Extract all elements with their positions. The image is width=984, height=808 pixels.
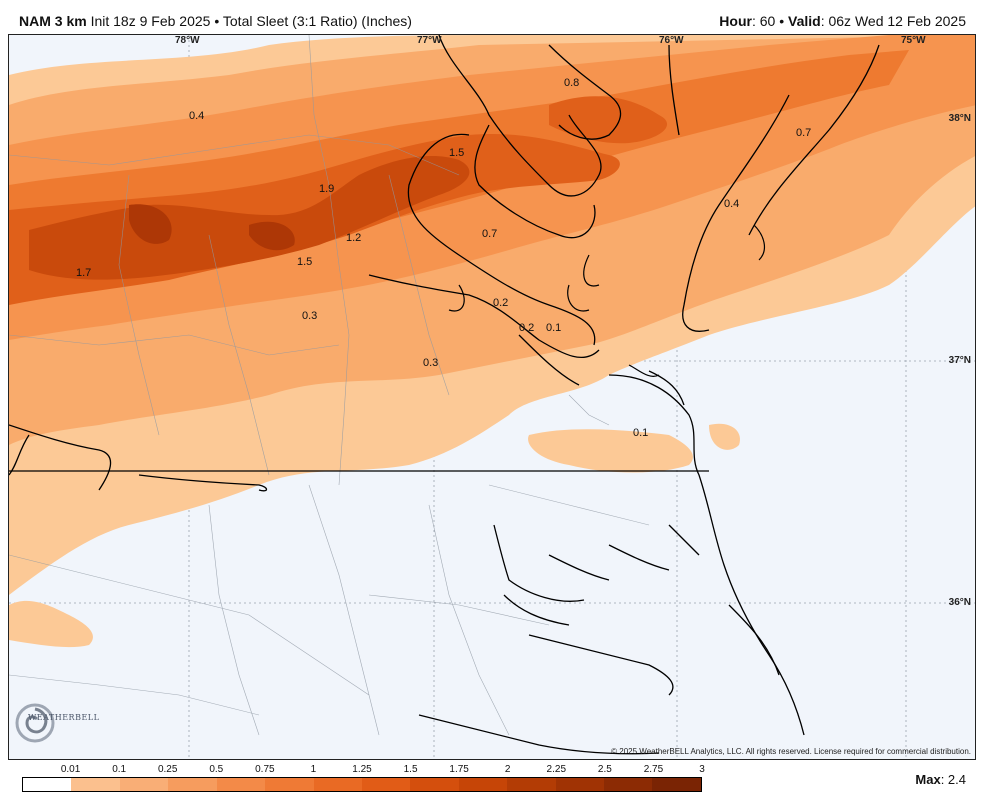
contour-label: 0.1 xyxy=(633,427,649,439)
lat-label-37: 37°N xyxy=(948,355,971,366)
county-lines xyxy=(9,35,650,736)
contour-label: 1.7 xyxy=(76,267,92,279)
lat-label-36: 36°N xyxy=(948,597,971,608)
inner-bay-islands xyxy=(448,224,766,377)
legend-tick-label: 2.75 xyxy=(643,764,664,775)
coastline xyxy=(9,35,880,755)
legend-tick-label: 0.75 xyxy=(255,764,275,775)
contour-label: 1.5 xyxy=(297,256,313,268)
legend-tick-label: 2.25 xyxy=(546,764,567,775)
legend-tick-label: 0.5 xyxy=(209,764,224,775)
legend-swatch xyxy=(507,778,556,791)
legend-tick-label: 0.01 xyxy=(60,764,81,775)
contour-label: 0.2 xyxy=(519,322,535,334)
contour-label: 0.1 xyxy=(546,322,562,334)
legend-tick-label: 1.25 xyxy=(352,764,372,775)
max-number: : 2.4 xyxy=(940,772,966,787)
color-legend: 0.01 0.1 0.25 0.5 0.75 1 1.25 1.5 1.75 2 2.25 2.5 2.… xyxy=(22,764,705,794)
valid-label: Valid xyxy=(788,13,821,29)
hour-value: : 60 xyxy=(751,13,776,29)
legend-swatch xyxy=(23,778,72,791)
lon-label-77: 77°W xyxy=(417,35,442,46)
bullet-separator-2: • xyxy=(779,13,785,29)
legend-tick-label: 2 xyxy=(504,764,511,775)
legend-tick-label: 2.5 xyxy=(597,764,612,775)
map-panel: 78°W 77°W 76°W 75°W 38°N 37°N 36°N 0.4 0… xyxy=(8,34,976,760)
contour-label: 0.7 xyxy=(482,228,498,240)
legend-bar xyxy=(22,777,702,792)
legend-swatch xyxy=(71,778,120,791)
product-name: Total Sleet (3:1 Ratio) (Inches) xyxy=(222,13,412,29)
bullet-separator: • xyxy=(214,13,220,29)
legend-swatch xyxy=(652,778,701,791)
header-title: NAM 3 km Init 18z 9 Feb 2025 • Total Sle… xyxy=(19,13,412,29)
legend-tick-label: 0.25 xyxy=(157,764,178,775)
legend-tick-label: 1 xyxy=(310,764,317,775)
lon-label-76: 76°W xyxy=(659,35,684,46)
legend-swatch xyxy=(410,778,459,791)
logo-text: WEATHERBELL xyxy=(28,713,100,722)
contour-label: 0.3 xyxy=(423,357,439,369)
legend-tick-label: 3 xyxy=(699,764,705,775)
legend-swatch xyxy=(168,778,217,791)
contour-label: 0.4 xyxy=(724,198,740,210)
contour-label: 0.8 xyxy=(564,77,580,89)
legend-swatch xyxy=(265,778,314,791)
legend-tick-label: 1.75 xyxy=(449,764,469,775)
legend-swatch xyxy=(458,778,508,791)
sleet-map xyxy=(9,35,975,759)
contour-label: 0.2 xyxy=(493,297,509,309)
legend-tick-label: 1.5 xyxy=(403,764,418,775)
weatherbell-logo: WEATHERBELL xyxy=(13,701,99,745)
contour-label: 1.5 xyxy=(449,147,465,159)
model-name: NAM 3 km xyxy=(19,13,87,29)
copyright-text: © 2025 WeatherBELL Analytics, LLC. All r… xyxy=(611,747,971,756)
contour-label: 1.2 xyxy=(346,232,362,244)
legend-swatch xyxy=(361,778,411,791)
max-value: Max: 2.4 xyxy=(915,772,966,787)
header-bar: NAM 3 km Init 18z 9 Feb 2025 • Total Sle… xyxy=(0,0,984,34)
hour-label: Hour xyxy=(719,13,752,29)
lon-label-78: 78°W xyxy=(175,35,200,46)
init-time: Init 18z 9 Feb 2025 xyxy=(90,13,211,29)
legend-tick-label: 0.1 xyxy=(112,764,127,775)
contour-label: 0.7 xyxy=(796,127,812,139)
header-valid: Hour: 60 • Valid: 06z Wed 12 Feb 2025 xyxy=(719,13,966,29)
lat-label-38: 38°N xyxy=(948,113,971,124)
legend-swatch xyxy=(604,778,653,791)
lon-label-75: 75°W xyxy=(901,35,926,46)
legend-swatch xyxy=(119,778,169,791)
legend-swatch xyxy=(313,778,362,791)
legend-swatch xyxy=(216,778,266,791)
contour-label: 0.4 xyxy=(189,110,205,122)
swirl-logo-icon xyxy=(15,703,55,743)
contour-label: 1.9 xyxy=(319,183,335,195)
legend-swatch xyxy=(555,778,605,791)
contour-label: 0.3 xyxy=(302,310,318,322)
valid-value: : 06z Wed 12 Feb 2025 xyxy=(820,13,966,29)
max-label: Max xyxy=(915,772,941,787)
